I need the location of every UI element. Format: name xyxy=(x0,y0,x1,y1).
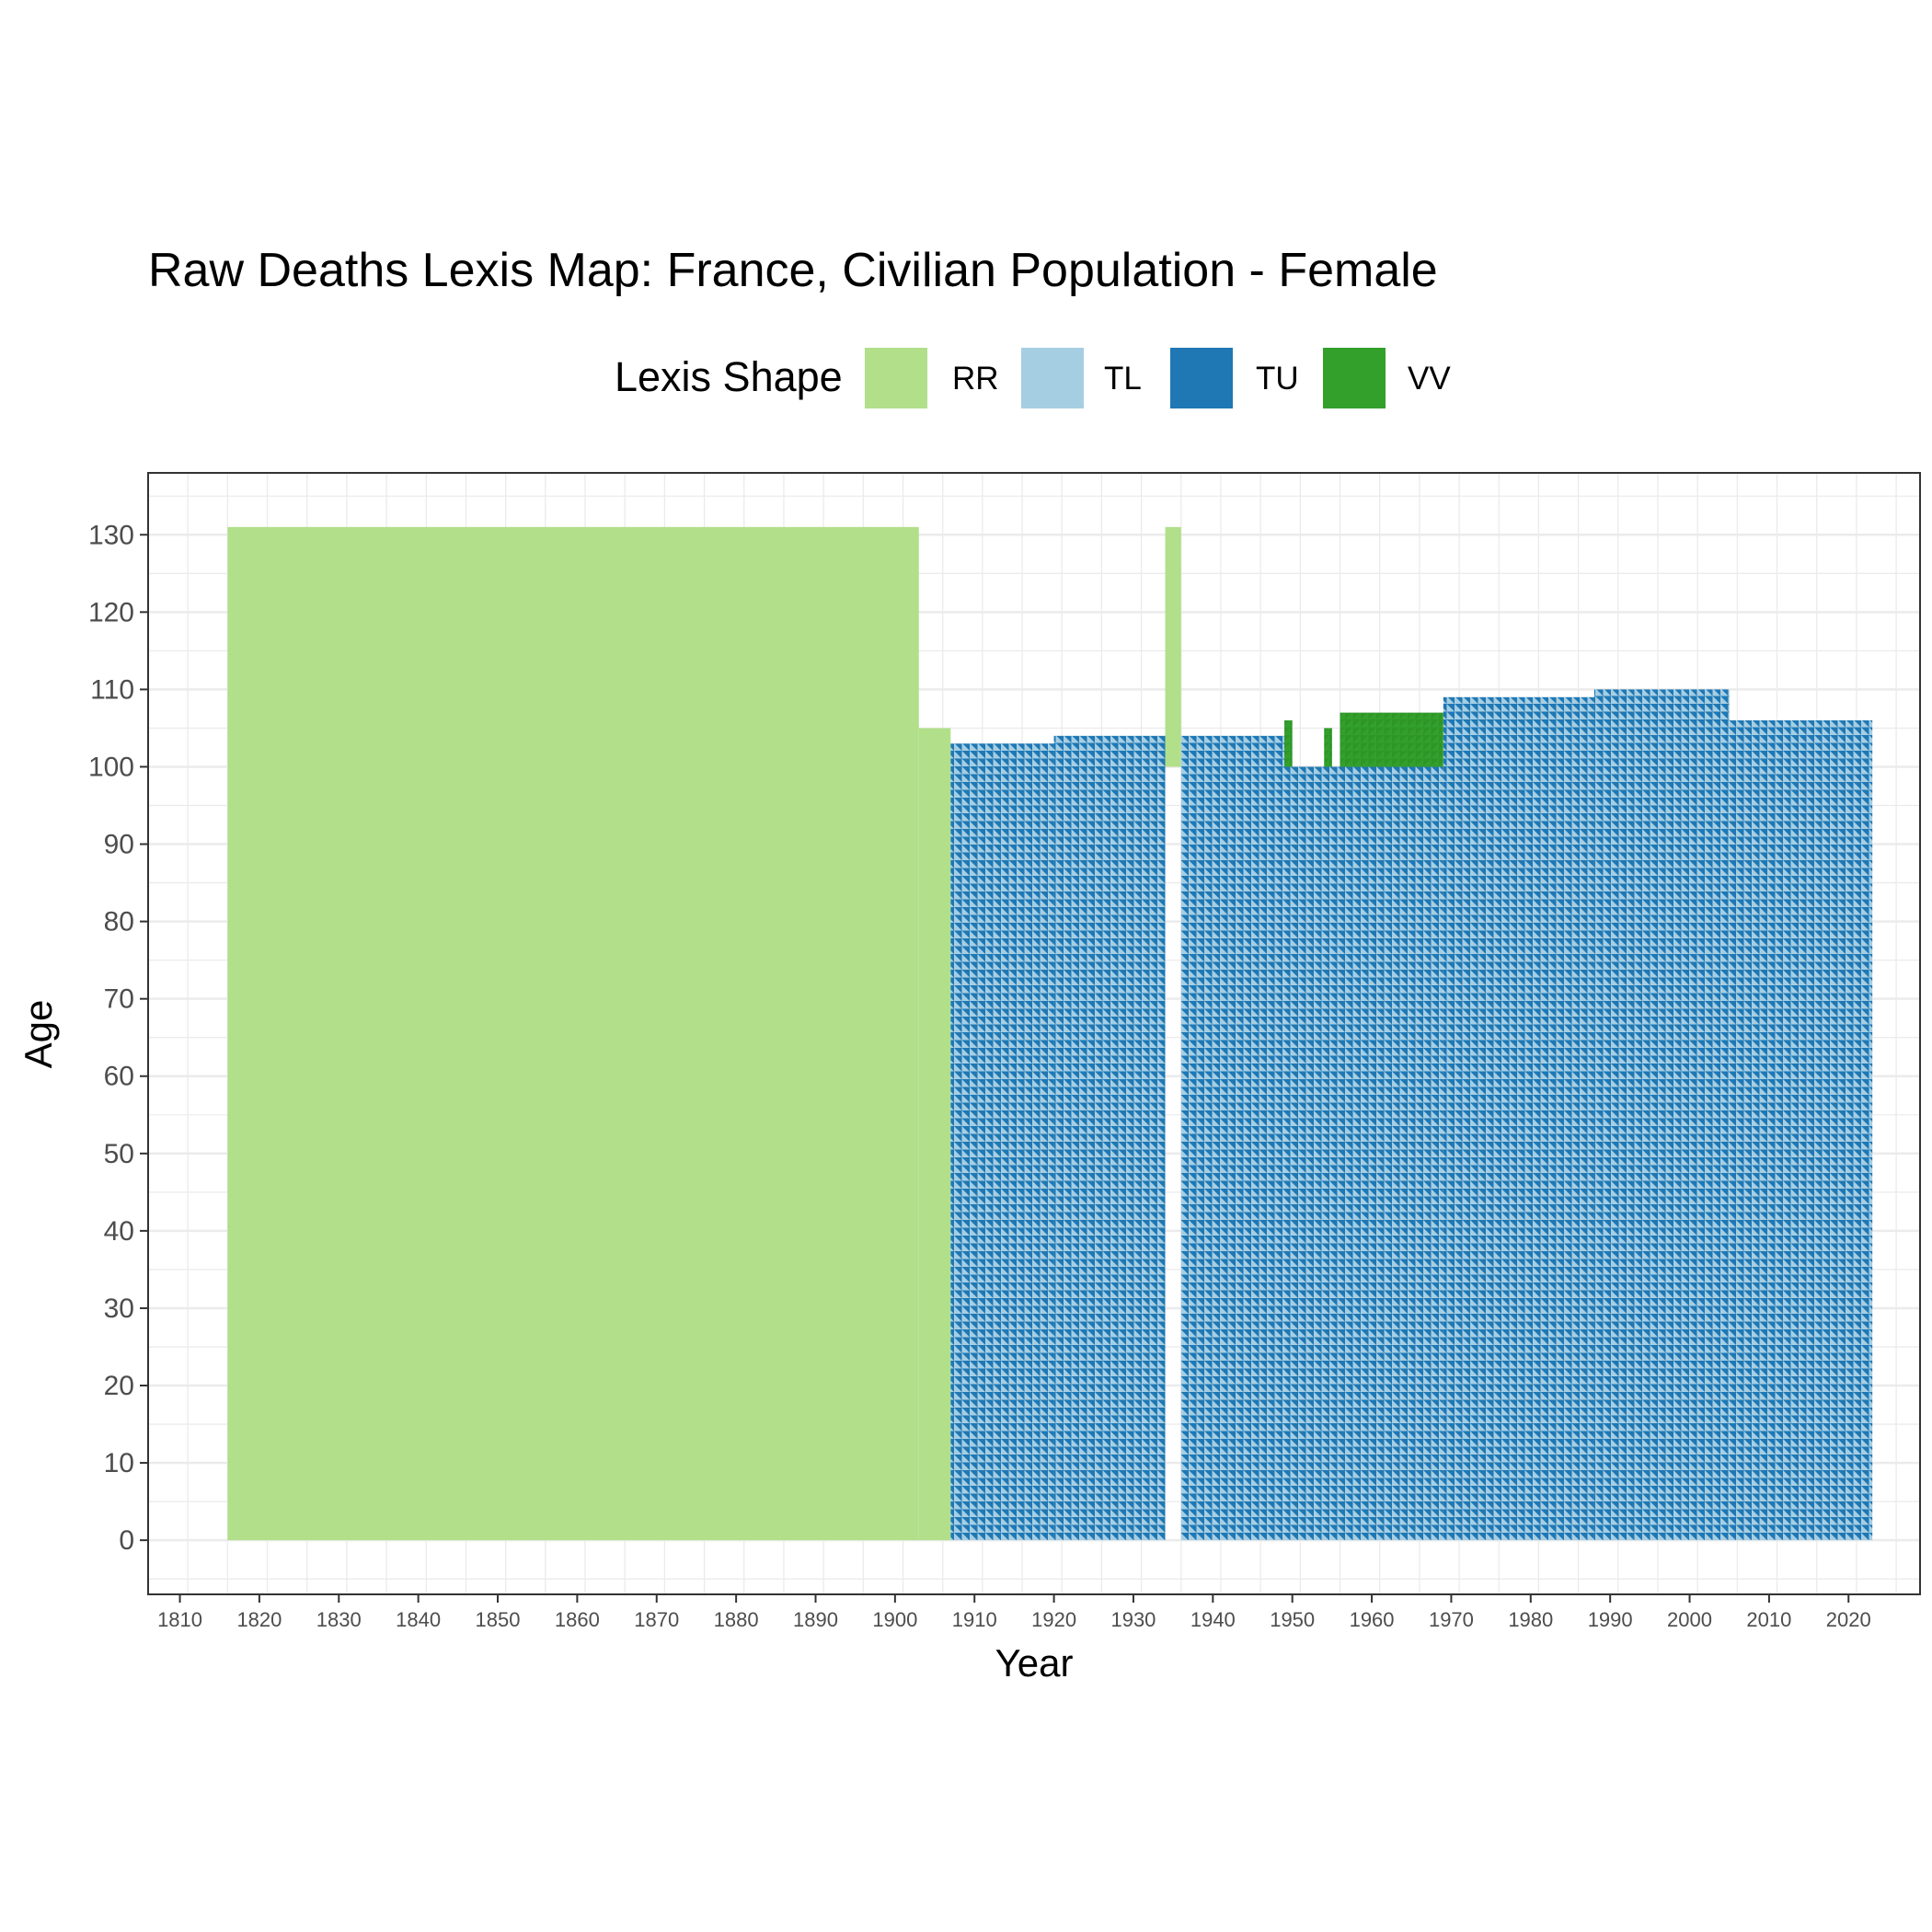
y-tick-label: 130 xyxy=(88,520,134,550)
legend-title: Lexis Shape xyxy=(615,353,843,400)
y-tick-label: 60 xyxy=(104,1062,134,1092)
lexis-region-vv xyxy=(1340,712,1443,767)
y-tick-label: 30 xyxy=(104,1294,134,1324)
x-tick-label: 1990 xyxy=(1588,1608,1633,1631)
lexis-region-tl-tu xyxy=(1443,696,1594,1541)
legend: Lexis Shape RR TL TU VV xyxy=(615,348,1451,408)
x-tick-label: 1870 xyxy=(634,1608,679,1631)
x-tick-label: 1980 xyxy=(1508,1608,1553,1631)
lexis-region-rr xyxy=(227,526,919,1541)
y-tick-label: 20 xyxy=(104,1371,134,1401)
panel-border xyxy=(147,472,1921,1595)
x-tick-label: 1920 xyxy=(1031,1608,1076,1631)
lexis-region-vv xyxy=(1324,728,1332,767)
legend-key-vv xyxy=(1323,348,1386,408)
lexis-cells xyxy=(227,526,1873,1541)
lexis-region-rr xyxy=(1165,526,1181,767)
x-tick-label: 2000 xyxy=(1667,1608,1712,1631)
lexis-region-rr xyxy=(918,728,951,1541)
lexis-region-tl-tu xyxy=(950,743,1054,1541)
x-tick-label: 1850 xyxy=(476,1608,521,1631)
legend-key-tu xyxy=(1170,348,1233,408)
x-tick-label: 1960 xyxy=(1350,1608,1395,1631)
x-tick-label: 1930 xyxy=(1110,1608,1156,1631)
lexis-region-tl-tu xyxy=(1729,720,1873,1541)
x-tick-label: 1950 xyxy=(1270,1608,1315,1631)
x-tick-label: 1820 xyxy=(236,1608,282,1631)
x-tick-label: 1970 xyxy=(1429,1608,1474,1631)
y-tick-label: 10 xyxy=(104,1448,134,1478)
x-tick-label: 1810 xyxy=(157,1608,202,1631)
y-tick-label: 0 xyxy=(119,1525,134,1556)
y-tick-label: 100 xyxy=(88,752,134,782)
lexis-region-tl-tu xyxy=(1053,735,1166,1541)
x-tick-label: 1830 xyxy=(316,1608,362,1631)
y-tick-label: 40 xyxy=(104,1216,134,1247)
x-tick-label: 1910 xyxy=(952,1608,997,1631)
legend-label-rr: RR xyxy=(952,361,999,397)
legend-key-tl xyxy=(1021,348,1084,408)
y-axis-title: Age xyxy=(17,1000,60,1069)
x-tick-label: 1880 xyxy=(714,1608,759,1631)
lexis-region-tl-tu xyxy=(1284,766,1443,1541)
chart-title: Raw Deaths Lexis Map: France, Civilian P… xyxy=(148,244,1438,297)
legend-label-vv: VV xyxy=(1408,361,1451,397)
y-tick-label: 90 xyxy=(104,830,134,860)
x-tick-label: 1860 xyxy=(555,1608,600,1631)
y-tick-label: 70 xyxy=(104,984,134,1015)
x-axis: 1810 1820 1830 1840 1850 1860 1870 1880 1890 1900… xyxy=(157,1594,1871,1631)
x-tick-label: 1890 xyxy=(793,1608,838,1631)
y-tick-label: 50 xyxy=(104,1139,134,1169)
y-tick-label: 110 xyxy=(90,674,134,705)
x-tick-label: 1840 xyxy=(396,1608,441,1631)
y-tick-label: 80 xyxy=(104,907,134,937)
legend-label-tl: TL xyxy=(1104,361,1142,397)
y-tick-label: 120 xyxy=(88,597,134,627)
x-axis-title: Year xyxy=(995,1641,1074,1685)
lexis-region-vv xyxy=(1284,720,1293,767)
lexis-region-tl-tu xyxy=(1180,735,1285,1541)
x-tick-label: 1940 xyxy=(1190,1608,1236,1631)
y-axis: 0 10 20 30 40 50 60 70 80 90 100 110 120 130 xyxy=(88,520,148,1556)
lexis-region-tl-tu xyxy=(1593,689,1730,1541)
x-tick-label: 2010 xyxy=(1746,1608,1791,1631)
legend-key-rr xyxy=(865,348,927,408)
legend-label-tu: TU xyxy=(1256,361,1299,397)
x-tick-label: 2020 xyxy=(1826,1608,1871,1631)
x-tick-label: 1900 xyxy=(872,1608,917,1631)
